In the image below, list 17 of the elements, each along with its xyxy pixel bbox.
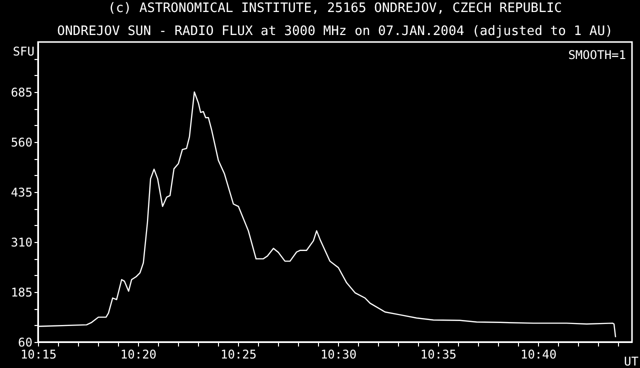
y-axis-title: SFU (12, 44, 34, 58)
x-tick-label: 10:30 (320, 348, 357, 362)
y-tick-label: 685 (10, 86, 32, 100)
y-tick-label: 60 (18, 336, 32, 350)
x-tick-label: 10:40 (520, 348, 557, 362)
y-tick-label: 560 (10, 136, 32, 150)
y-tick-label: 185 (10, 286, 32, 300)
x-tick-label: 10:35 (420, 348, 457, 362)
chart-subtitle: ONDREJOV SUN - RADIO FLUX at 3000 MHz on 07.JAN.2004 (adjusted to 1 AU) (57, 24, 613, 39)
y-tick-label: 310 (10, 236, 32, 250)
annotation: SMOOTH=1 (568, 48, 626, 62)
chart-title: (c) ASTRONOMICAL INSTITUTE, 25165 ONDREJOV, CZECH REPUBLIC (108, 1, 562, 16)
y-tick-label: 435 (10, 186, 32, 200)
x-axis-title: UT (624, 354, 638, 368)
x-tick-label: 10:20 (120, 348, 157, 362)
x-tick-label: 10:25 (220, 348, 257, 362)
x-tick-label: 10:15 (20, 348, 57, 362)
